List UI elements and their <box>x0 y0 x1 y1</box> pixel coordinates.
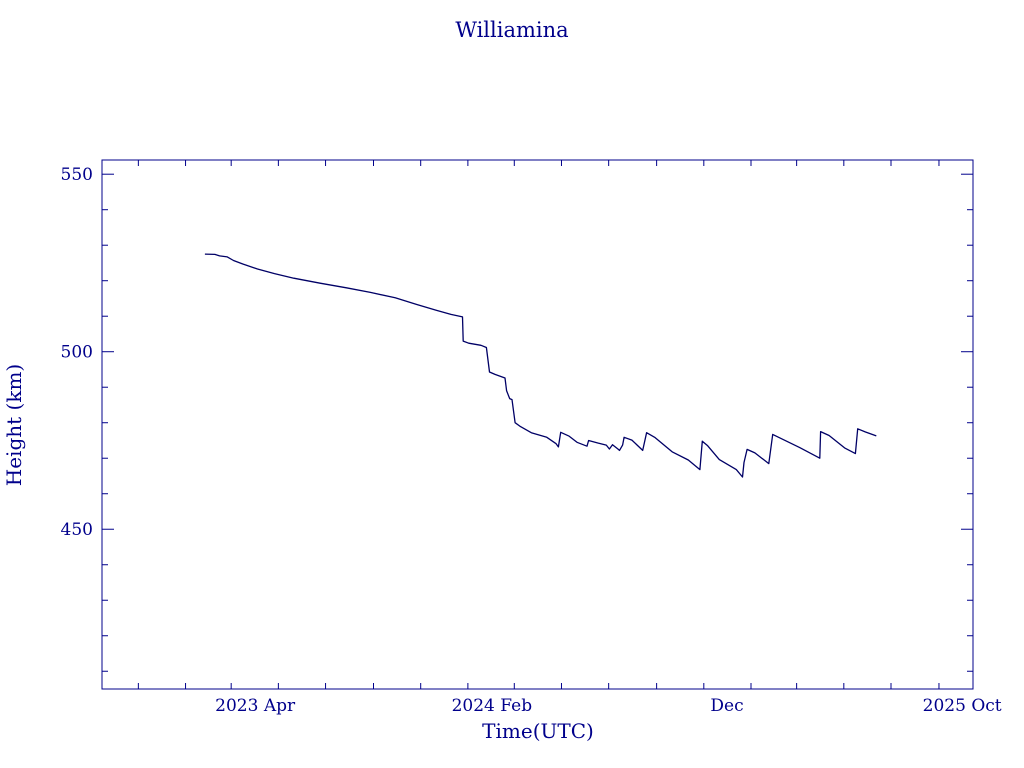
y-tick-label: 500 <box>61 343 93 363</box>
x-tick-label: 2023 Apr <box>215 696 296 716</box>
x-tick-label: 2025 Oct <box>923 696 1002 716</box>
x-axis-label: Time(UTC) <box>482 719 594 743</box>
y-axis-ticks: 550 500 450 <box>61 165 973 672</box>
series-line <box>204 253 877 478</box>
x-tick-label: 2024 Feb <box>452 696 533 716</box>
x-axis-ticks: 2023 Apr 2024 Feb Dec 2025 Oct <box>137 160 1002 716</box>
y-axis-label: Height (km) <box>2 364 26 486</box>
series-layer <box>204 253 877 478</box>
x-tick-label: Dec <box>710 696 743 716</box>
y-tick-label: 550 <box>61 165 93 185</box>
plot-frame <box>101 159 974 690</box>
y-tick-label: 450 <box>61 520 93 540</box>
chart-title: Williamina <box>455 18 568 42</box>
